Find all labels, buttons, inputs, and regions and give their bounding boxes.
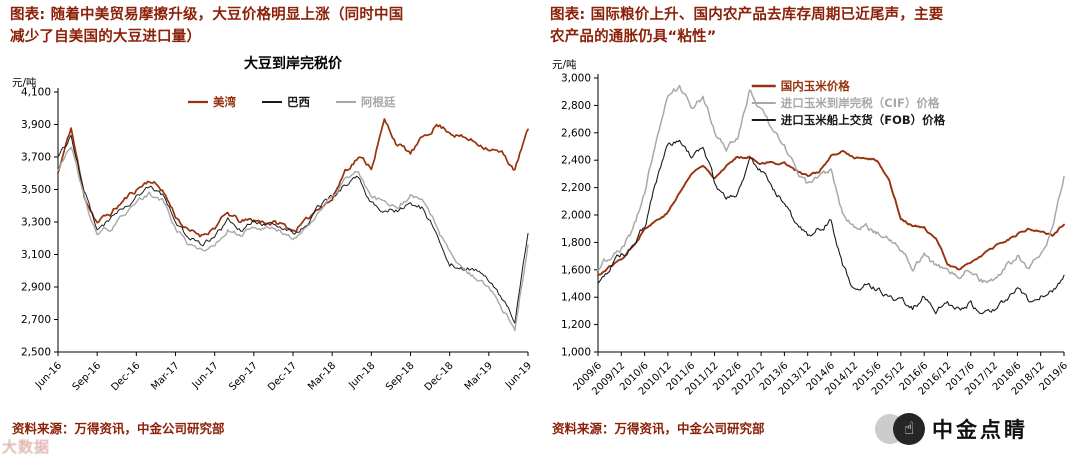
svg-text:1,400: 1,400	[561, 291, 591, 303]
svg-text:Mar-19: Mar-19	[463, 360, 495, 392]
soybean-figure-panel: 图表: 随着中美贸易摩擦升级，大豆价格明显上涨（同时中国减少了自美国的大豆进口量…	[10, 5, 538, 437]
svg-text:进口玉米船上交货（FOB）价格: 进口玉米船上交货（FOB）价格	[781, 113, 946, 127]
svg-text:1,600: 1,600	[561, 264, 591, 276]
watermark-bottom-left: 大数据	[2, 438, 51, 456]
svg-text:国内玉米价格: 国内玉米价格	[781, 79, 850, 93]
svg-text:2,600: 2,600	[561, 127, 591, 139]
svg-text:1,200: 1,200	[561, 319, 591, 331]
source-note-right: 资料来源：万得资讯，中金公司研究部	[552, 420, 765, 436]
svg-text:Jun-17: Jun-17	[190, 360, 221, 391]
svg-text:2,500: 2,500	[21, 346, 51, 358]
svg-text:Mar-17: Mar-17	[149, 360, 181, 392]
svg-text:2,900: 2,900	[21, 281, 51, 293]
svg-text:4,100: 4,100	[21, 86, 51, 98]
svg-text:元/吨: 元/吨	[12, 76, 37, 89]
svg-text:Jun-16: Jun-16	[33, 360, 64, 391]
svg-text:Dec-17: Dec-17	[266, 360, 299, 393]
figure-caption-left: 图表: 随着中美贸易摩擦升级，大豆价格明显上涨（同时中国减少了自美国的大豆进口量…	[10, 7, 404, 45]
svg-text:大豆到岸完税价: 大豆到岸完税价	[244, 55, 343, 72]
svg-text:2,000: 2,000	[561, 209, 591, 221]
svg-text:Dec-16: Dec-16	[109, 360, 142, 393]
svg-text:Mar-18: Mar-18	[306, 360, 338, 392]
svg-text:3,300: 3,300	[21, 216, 51, 228]
svg-text:阿根廷: 阿根廷	[361, 95, 396, 109]
svg-text:美湾: 美湾	[213, 95, 236, 109]
soybean-price-chart: 2,500 2,700 2,900 3,100 3,300 3,500 3,700 3,900…	[10, 52, 538, 412]
svg-text:Dec-18: Dec-18	[423, 360, 456, 393]
svg-text:1,800: 1,800	[561, 236, 591, 248]
svg-text:元/吨: 元/吨	[552, 58, 577, 71]
soybean-price-chart-svg: 2,500 2,700 2,900 3,100 3,300 3,500 3,700 3,900…	[12, 55, 534, 393]
svg-text:2,700: 2,700	[21, 314, 51, 326]
svg-text:进口玉米到岸完税（CIF）价格: 进口玉米到岸完税（CIF）价格	[781, 96, 940, 110]
logo-text: 中金点睛	[932, 418, 1028, 442]
svg-text:Sep-18: Sep-18	[384, 360, 417, 393]
svg-text:Sep-16: Sep-16	[71, 360, 104, 393]
source-note-left: 资料来源：万得资讯，中金公司研究部	[12, 420, 225, 436]
svg-text:3,700: 3,700	[21, 151, 51, 163]
svg-text:2,200: 2,200	[561, 182, 591, 194]
svg-text:3,900: 3,900	[21, 119, 51, 131]
svg-text:Sep-17: Sep-17	[227, 360, 260, 393]
corn-price-chart: 1,000 1,200 1,400 1,600 1,800 2,000 2,200 2,400…	[550, 52, 1074, 412]
cicc-logo: ☝ 中金点睛	[875, 413, 1028, 445]
svg-text:Jun-19: Jun-19	[503, 360, 534, 391]
corn-figure-panel: 图表: 国际粮价上升、国内农产品去库存周期已近尾声，主要农产品的通胀仍具“粘性”…	[550, 5, 1074, 437]
svg-text:巴西: 巴西	[287, 95, 310, 109]
corn-price-chart-svg: 1,000 1,200 1,400 1,600 1,800 2,000 2,200 2,400…	[552, 58, 1070, 397]
svg-text:Jun-18: Jun-18	[346, 360, 377, 391]
svg-text:3,500: 3,500	[21, 184, 51, 196]
figure-caption-right: 图表: 国际粮价上升、国内农产品去库存周期已近尾声，主要农产品的通胀仍具“粘性”	[550, 7, 944, 45]
svg-text:2,800: 2,800	[561, 99, 591, 111]
svg-text:2,400: 2,400	[561, 154, 591, 166]
pointing-hand-icon: ☝	[893, 413, 925, 445]
svg-text:3,100: 3,100	[21, 249, 51, 261]
svg-text:3,000: 3,000	[561, 72, 591, 84]
svg-text:1,000: 1,000	[561, 346, 591, 358]
